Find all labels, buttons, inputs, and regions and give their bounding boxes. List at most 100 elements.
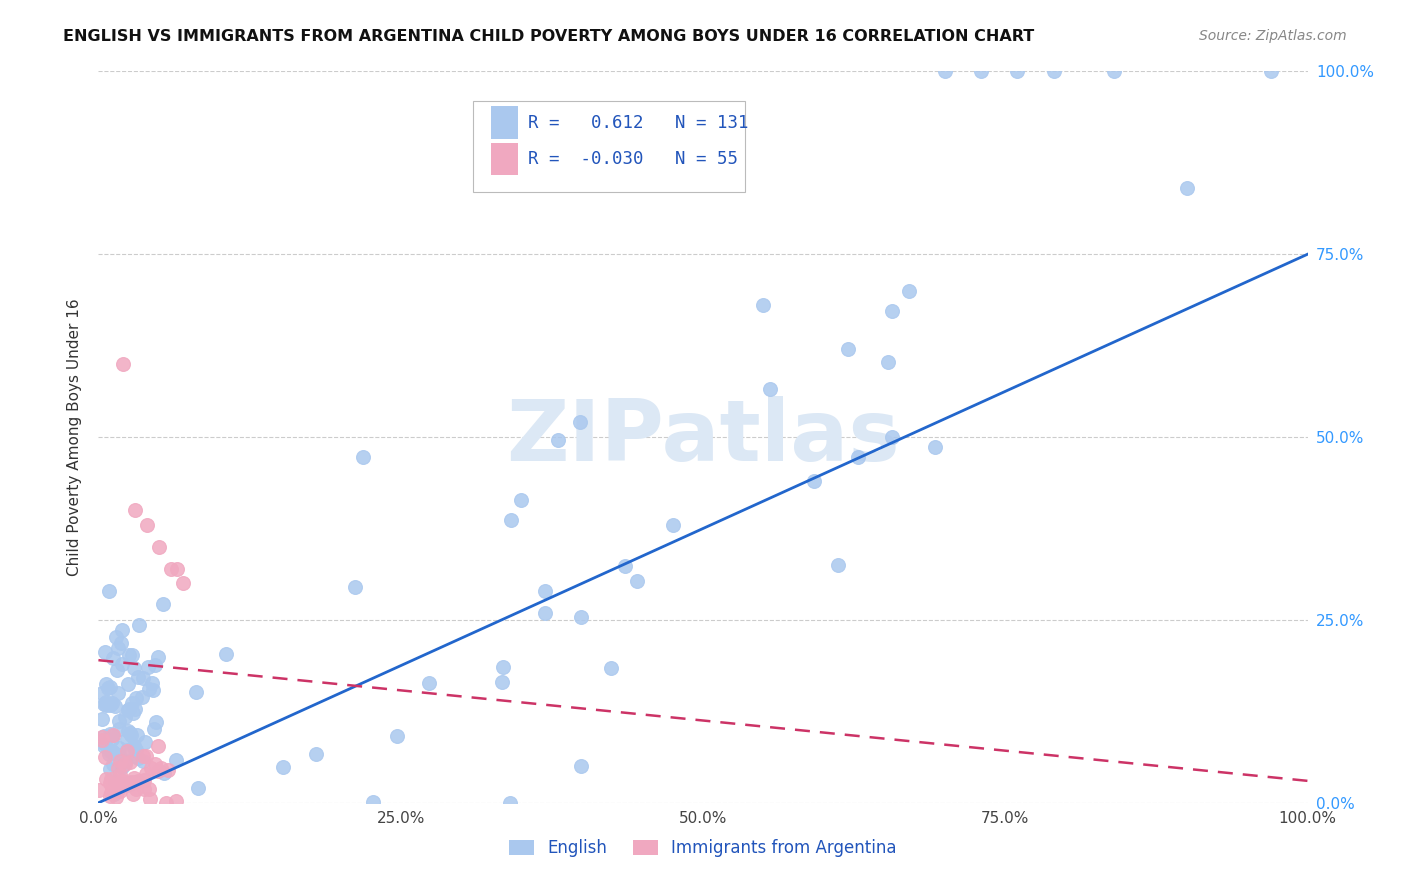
Point	[103, 745, 125, 759]
Point	[94, 677, 117, 691]
Point	[122, 739, 145, 754]
Point	[600, 660, 623, 674]
Point	[136, 659, 159, 673]
Point	[166, 562, 188, 576]
Point	[98, 698, 121, 712]
Point	[271, 760, 294, 774]
Point	[877, 355, 900, 369]
Point	[152, 597, 174, 611]
Point	[107, 641, 129, 656]
Point	[124, 748, 146, 763]
Point	[115, 732, 138, 747]
Point	[104, 789, 127, 804]
Point	[124, 775, 146, 789]
Point	[122, 787, 145, 801]
Point	[97, 747, 120, 761]
Point	[165, 794, 187, 808]
Point	[94, 737, 117, 751]
Point	[509, 492, 531, 507]
Point	[110, 623, 132, 637]
Point	[135, 517, 157, 532]
Point	[491, 675, 513, 690]
Point	[111, 657, 134, 671]
Point	[160, 562, 183, 576]
Point	[568, 415, 591, 429]
Point	[94, 695, 117, 709]
Point	[132, 754, 155, 768]
Point	[138, 682, 160, 697]
Point	[122, 771, 145, 785]
Point	[692, 152, 714, 166]
Point	[111, 760, 134, 774]
Y-axis label: Child Poverty Among Boys Under 16: Child Poverty Among Boys Under 16	[67, 298, 83, 576]
Point	[117, 724, 139, 739]
Point	[121, 648, 143, 662]
Point	[157, 763, 180, 777]
Point	[115, 743, 138, 757]
Point	[124, 743, 146, 757]
Point	[103, 787, 125, 801]
Point	[124, 503, 146, 517]
Point	[882, 430, 904, 444]
Point	[101, 785, 124, 799]
Text: Source: ZipAtlas.com: Source: ZipAtlas.com	[1199, 29, 1347, 43]
Point	[114, 754, 136, 768]
Point	[118, 702, 141, 716]
Point	[759, 382, 782, 396]
Point	[98, 583, 121, 598]
Point	[305, 747, 328, 762]
Point	[125, 782, 148, 797]
Point	[533, 584, 555, 599]
Point	[101, 780, 124, 795]
Point	[124, 661, 146, 675]
Point	[114, 710, 136, 724]
Text: ENGLISH VS IMMIGRANTS FROM ARGENTINA CHILD POVERTY AMONG BOYS UNDER 16 CORRELATI: ENGLISH VS IMMIGRANTS FROM ARGENTINA CHI…	[63, 29, 1035, 44]
Point	[172, 576, 194, 591]
Point	[124, 701, 146, 715]
Point	[122, 740, 145, 755]
Point	[970, 64, 993, 78]
Point	[114, 756, 136, 771]
Point	[105, 663, 128, 677]
Point	[547, 434, 569, 448]
Point	[499, 513, 522, 527]
Point	[90, 730, 112, 744]
Point	[101, 696, 124, 710]
FancyBboxPatch shape	[474, 101, 745, 192]
Point	[122, 706, 145, 721]
Point	[101, 728, 124, 742]
Point	[499, 796, 522, 810]
Point	[215, 647, 238, 661]
Point	[110, 636, 132, 650]
Point	[108, 722, 131, 736]
Point	[880, 304, 903, 318]
Point	[115, 778, 138, 792]
Point	[827, 558, 849, 572]
Point	[120, 728, 142, 742]
Point	[110, 754, 132, 768]
Point	[837, 343, 859, 357]
Point	[1042, 64, 1064, 78]
Point	[107, 761, 129, 775]
Point	[150, 761, 173, 775]
Point	[104, 773, 127, 788]
Point	[96, 698, 118, 713]
Point	[101, 729, 124, 743]
Point	[110, 775, 132, 789]
Point	[139, 792, 162, 806]
Legend: English, Immigrants from Argentina: English, Immigrants from Argentina	[503, 832, 903, 864]
Point	[100, 772, 122, 787]
Point	[803, 474, 825, 488]
Point	[125, 728, 148, 742]
Text: R =  -0.030   N = 55: R = -0.030 N = 55	[527, 150, 738, 168]
Point	[108, 767, 131, 781]
Point	[127, 751, 149, 765]
Point	[148, 764, 170, 779]
Point	[94, 750, 117, 764]
Point	[132, 782, 155, 797]
Point	[752, 298, 775, 312]
Point	[132, 671, 155, 685]
Point	[89, 783, 111, 797]
Point	[569, 759, 592, 773]
Point	[1007, 64, 1029, 78]
